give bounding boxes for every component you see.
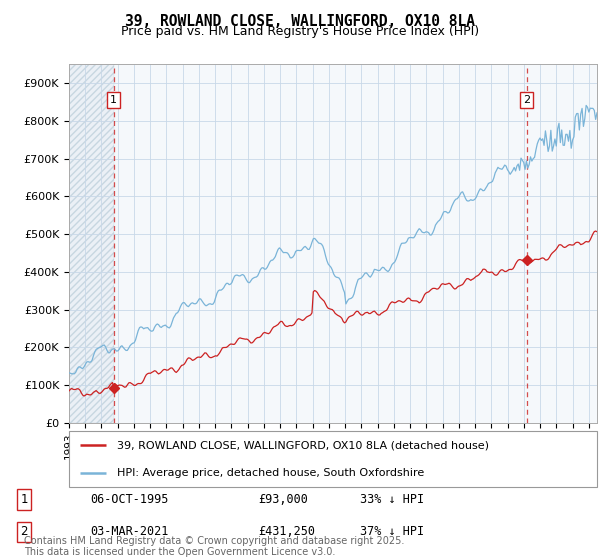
Text: HPI: Average price, detached house, South Oxfordshire: HPI: Average price, detached house, Sout… [116,468,424,478]
Text: 37% ↓ HPI: 37% ↓ HPI [360,525,424,538]
Text: £93,000: £93,000 [258,493,308,506]
Text: 06-OCT-1995: 06-OCT-1995 [90,493,169,506]
Text: 03-MAR-2021: 03-MAR-2021 [90,525,169,538]
Text: £431,250: £431,250 [258,525,315,538]
Text: 1: 1 [110,95,117,105]
FancyBboxPatch shape [69,431,597,487]
Text: 33% ↓ HPI: 33% ↓ HPI [360,493,424,506]
Text: 1: 1 [20,493,28,506]
Text: 2: 2 [523,95,530,105]
Text: 39, ROWLAND CLOSE, WALLINGFORD, OX10 8LA (detached house): 39, ROWLAND CLOSE, WALLINGFORD, OX10 8LA… [116,440,488,450]
Text: Contains HM Land Registry data © Crown copyright and database right 2025.
This d: Contains HM Land Registry data © Crown c… [24,535,404,557]
Text: 39, ROWLAND CLOSE, WALLINGFORD, OX10 8LA: 39, ROWLAND CLOSE, WALLINGFORD, OX10 8LA [125,14,475,29]
Text: Price paid vs. HM Land Registry's House Price Index (HPI): Price paid vs. HM Land Registry's House … [121,25,479,38]
Text: 2: 2 [20,525,28,538]
